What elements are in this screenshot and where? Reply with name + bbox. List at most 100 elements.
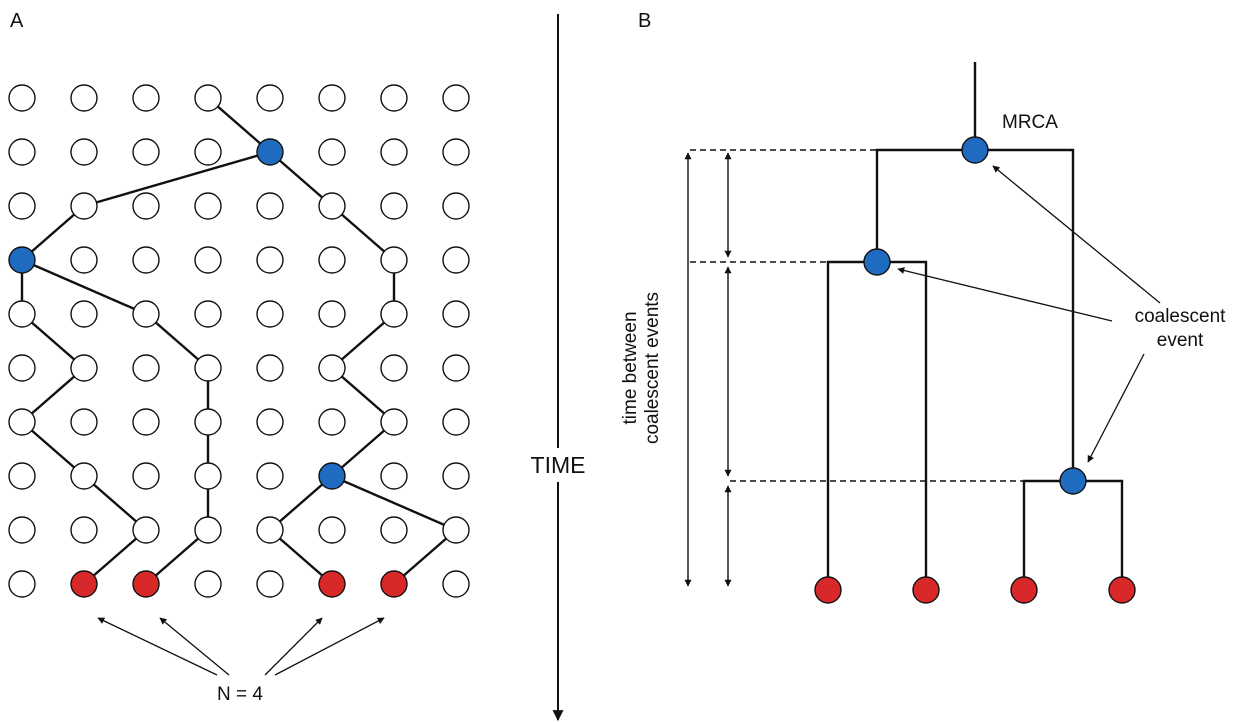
individual-node <box>256 84 284 112</box>
sample-arrow-2 <box>159 617 230 676</box>
individual-node <box>70 138 98 166</box>
panel-b-letter: B <box>638 10 651 32</box>
lineage-edge <box>331 313 395 369</box>
individual-node <box>8 84 36 112</box>
individual-node <box>132 138 160 166</box>
lineage-edge <box>269 475 333 531</box>
sample-size-label: N = 4 <box>217 684 263 705</box>
individual-node <box>194 84 222 112</box>
individual-node <box>8 516 36 544</box>
sample-arrows <box>97 617 385 676</box>
individual-node <box>318 192 346 220</box>
mrca-node <box>961 136 989 164</box>
individual-node <box>442 462 470 490</box>
sampled-node <box>380 570 408 598</box>
individual-node <box>318 408 346 436</box>
individual-node <box>132 192 160 220</box>
individual-node <box>132 408 160 436</box>
event-levels <box>690 149 1024 482</box>
individual-node <box>318 246 346 274</box>
sample-arrow-4 <box>274 617 385 676</box>
sample-tip-1 <box>814 576 842 604</box>
pointer-to-right-event <box>1087 353 1145 463</box>
individual-node <box>132 516 160 544</box>
individual-node <box>8 462 36 490</box>
individual-node <box>442 138 470 166</box>
lineage-edge <box>393 529 457 585</box>
individual-node <box>442 354 470 382</box>
individual-node <box>256 192 284 220</box>
coalescent-event-label-line2: event <box>1157 330 1204 351</box>
individual-node <box>8 138 36 166</box>
sampled-node <box>132 570 160 598</box>
individual-node <box>194 462 222 490</box>
lineage-edge <box>21 313 85 369</box>
coalescent-node-right <box>1059 467 1087 495</box>
time-label-backdrop <box>518 448 598 482</box>
individual-node <box>8 570 36 598</box>
individual-node <box>194 138 222 166</box>
individual-node <box>380 408 408 436</box>
individual-node <box>256 300 284 328</box>
individual-node <box>442 192 470 220</box>
individual-node <box>194 246 222 274</box>
individual-node <box>70 462 98 490</box>
lineage-edge <box>269 151 333 207</box>
sample-tip-4 <box>1108 576 1136 604</box>
sample-arrow-1 <box>97 617 218 676</box>
mrca-branch <box>875 148 1075 481</box>
time-label: TIME <box>531 452 586 478</box>
individual-node <box>70 246 98 274</box>
individual-node <box>8 408 36 436</box>
individual-node <box>380 192 408 220</box>
individual-node <box>70 84 98 112</box>
individual-node <box>132 84 160 112</box>
lineage-edge <box>331 421 395 477</box>
individual-node <box>380 84 408 112</box>
individual-node <box>442 408 470 436</box>
individual-node <box>380 138 408 166</box>
sample-arrow-3 <box>264 617 323 676</box>
individual-node <box>256 462 284 490</box>
sampled-node <box>318 570 346 598</box>
individual-node <box>318 300 346 328</box>
coalescent-node-left <box>863 248 891 276</box>
individual-node <box>70 408 98 436</box>
panel-b: B <box>620 10 1227 604</box>
individual-node <box>256 408 284 436</box>
lineage-edge <box>21 367 85 423</box>
lineage-edge <box>331 205 395 261</box>
lineage-edge <box>145 529 209 585</box>
sample-tip-3 <box>1010 576 1038 604</box>
individual-node <box>194 192 222 220</box>
tree-nodes <box>814 136 1136 604</box>
individual-node <box>8 354 36 382</box>
lineage-edge <box>331 474 457 532</box>
right-clade-branch <box>1022 479 1124 590</box>
individual-node <box>380 516 408 544</box>
individual-node <box>380 354 408 382</box>
individual-node <box>256 354 284 382</box>
individual-node <box>132 462 160 490</box>
individual-node <box>132 246 160 274</box>
interval-arrows <box>684 152 732 587</box>
ancestor-node <box>318 462 346 490</box>
coalescent-pointer-arrows <box>897 165 1161 463</box>
left-clade-branch <box>826 260 928 590</box>
individual-node <box>194 354 222 382</box>
ancestor-node <box>256 138 284 166</box>
population-grid <box>8 84 470 598</box>
individual-node <box>70 354 98 382</box>
individual-node <box>318 354 346 382</box>
individual-node <box>256 516 284 544</box>
sampled-node <box>70 570 98 598</box>
interval-label: time between coalescent events <box>620 292 663 444</box>
individual-node <box>318 84 346 112</box>
individual-node <box>442 570 470 598</box>
individual-node <box>380 300 408 328</box>
individual-node <box>70 192 98 220</box>
coalescent-event-label-line1: coalescent <box>1135 306 1227 327</box>
sample-tip-2 <box>912 576 940 604</box>
interval-label-line1: time between <box>620 311 641 424</box>
